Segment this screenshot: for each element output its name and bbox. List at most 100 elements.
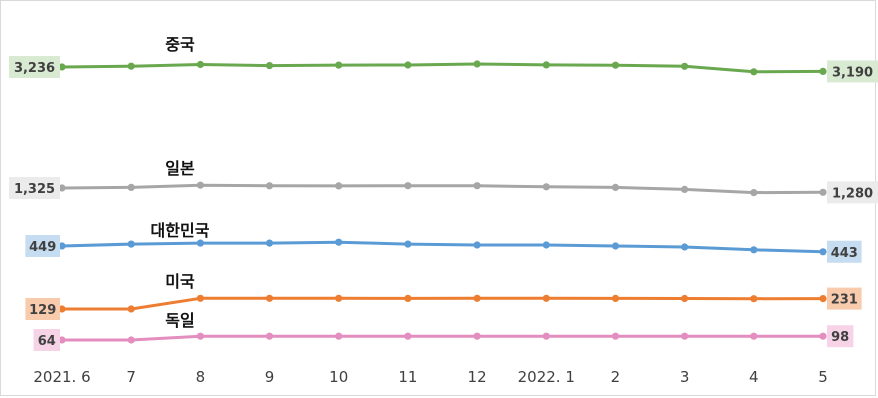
data-label-background bbox=[827, 60, 878, 83]
series-name-label: 대한민국 bbox=[151, 221, 210, 240]
data-point bbox=[404, 182, 412, 190]
data-label: 64 bbox=[33, 329, 60, 351]
data-point bbox=[196, 181, 204, 189]
data-label-text: 98 bbox=[831, 330, 849, 345]
data-point bbox=[196, 332, 204, 340]
data-point bbox=[750, 246, 758, 254]
data-point bbox=[681, 294, 689, 303]
data-point bbox=[611, 294, 620, 302]
data-label-text: 3,236 bbox=[14, 61, 55, 76]
data-point bbox=[58, 242, 66, 250]
series-line bbox=[60, 240, 825, 254]
series-name-label: 중국 bbox=[165, 35, 195, 54]
data-point bbox=[681, 185, 689, 193]
data-point bbox=[404, 240, 412, 248]
data-point bbox=[473, 182, 481, 190]
data-point bbox=[58, 305, 66, 313]
data-point bbox=[611, 242, 620, 250]
label-layer: 중국 3,236 3,190 일본 1,325 1,280 대한민국 449 443 미국 129 2… bbox=[9, 35, 878, 351]
series-name-label: 미국 bbox=[165, 272, 195, 291]
data-point bbox=[473, 241, 481, 249]
data-point bbox=[404, 61, 412, 69]
data-point bbox=[611, 61, 620, 69]
data-point bbox=[681, 332, 689, 340]
x-tick-label: 11 bbox=[398, 368, 417, 386]
data-label: 231 bbox=[827, 287, 862, 310]
series-layer bbox=[58, 60, 827, 344]
x-tick-label: 3 bbox=[680, 368, 690, 386]
series-line bbox=[60, 334, 825, 342]
data-label: 3,190 bbox=[827, 60, 878, 83]
x-tick-label: 9 bbox=[265, 368, 275, 386]
x-tick-label: 4 bbox=[749, 368, 759, 386]
data-point bbox=[404, 332, 412, 340]
data-point bbox=[611, 183, 620, 191]
data-point bbox=[819, 188, 827, 196]
data-point bbox=[127, 336, 135, 344]
x-tick-label: 2 bbox=[611, 368, 621, 386]
series-name-label: 독일 bbox=[165, 311, 194, 330]
data-label-background bbox=[827, 325, 854, 348]
data-label: 3,236 bbox=[9, 56, 60, 78]
data-label-text: 129 bbox=[29, 303, 56, 318]
data-label: 1,280 bbox=[827, 181, 878, 204]
data-label-text: 231 bbox=[831, 293, 858, 308]
data-point bbox=[127, 62, 135, 70]
data-point bbox=[542, 241, 550, 249]
data-point bbox=[335, 238, 343, 246]
data-label-text: 64 bbox=[38, 334, 56, 349]
data-point bbox=[819, 248, 827, 256]
series-3 bbox=[58, 294, 827, 313]
data-point bbox=[265, 182, 274, 190]
data-point bbox=[542, 183, 550, 191]
data-point bbox=[196, 60, 204, 69]
series-line bbox=[60, 62, 825, 74]
data-label-background bbox=[25, 298, 60, 320]
data-point bbox=[265, 62, 274, 70]
data-point bbox=[127, 305, 135, 313]
data-point bbox=[750, 68, 758, 76]
data-point bbox=[127, 183, 135, 191]
data-label: 443 bbox=[827, 240, 862, 263]
data-label: 98 bbox=[827, 325, 854, 348]
data-label-text: 443 bbox=[831, 246, 858, 261]
data-point bbox=[335, 294, 343, 302]
x-axis: 2021. 6 7 8 9 10 11 12 2022. 1 2 3 4 5 bbox=[33, 368, 827, 386]
data-point bbox=[58, 63, 66, 71]
x-tick-label: 8 bbox=[196, 368, 206, 386]
data-point bbox=[819, 332, 827, 340]
data-label-background bbox=[827, 240, 862, 263]
x-tick-label: 12 bbox=[468, 368, 487, 386]
data-label: 449 bbox=[25, 235, 60, 257]
data-label-text: 1,280 bbox=[832, 186, 873, 201]
data-point bbox=[819, 295, 827, 303]
data-label-text: 1,325 bbox=[14, 182, 55, 197]
data-point bbox=[473, 332, 481, 340]
data-label-background bbox=[33, 329, 60, 351]
data-point bbox=[750, 189, 758, 197]
series-name-label: 일본 bbox=[165, 159, 195, 178]
data-point bbox=[335, 61, 343, 69]
data-point bbox=[473, 294, 481, 302]
series-line bbox=[60, 296, 825, 311]
data-label-text: 449 bbox=[29, 240, 56, 255]
data-point bbox=[265, 332, 274, 340]
data-point bbox=[611, 332, 620, 340]
data-label: 1,325 bbox=[9, 177, 60, 199]
data-label: 129 bbox=[25, 298, 60, 320]
data-point bbox=[750, 295, 758, 303]
series-4 bbox=[58, 332, 827, 344]
data-point bbox=[542, 332, 550, 340]
data-label-background bbox=[9, 56, 60, 78]
data-point bbox=[404, 294, 412, 302]
data-point bbox=[542, 61, 550, 69]
data-label-background bbox=[827, 287, 862, 310]
data-point bbox=[750, 332, 758, 340]
data-label-text: 3,190 bbox=[832, 65, 873, 80]
data-point bbox=[335, 332, 343, 340]
data-point bbox=[196, 239, 204, 247]
data-point bbox=[58, 336, 66, 344]
data-point bbox=[127, 240, 135, 248]
series-2 bbox=[58, 238, 827, 256]
